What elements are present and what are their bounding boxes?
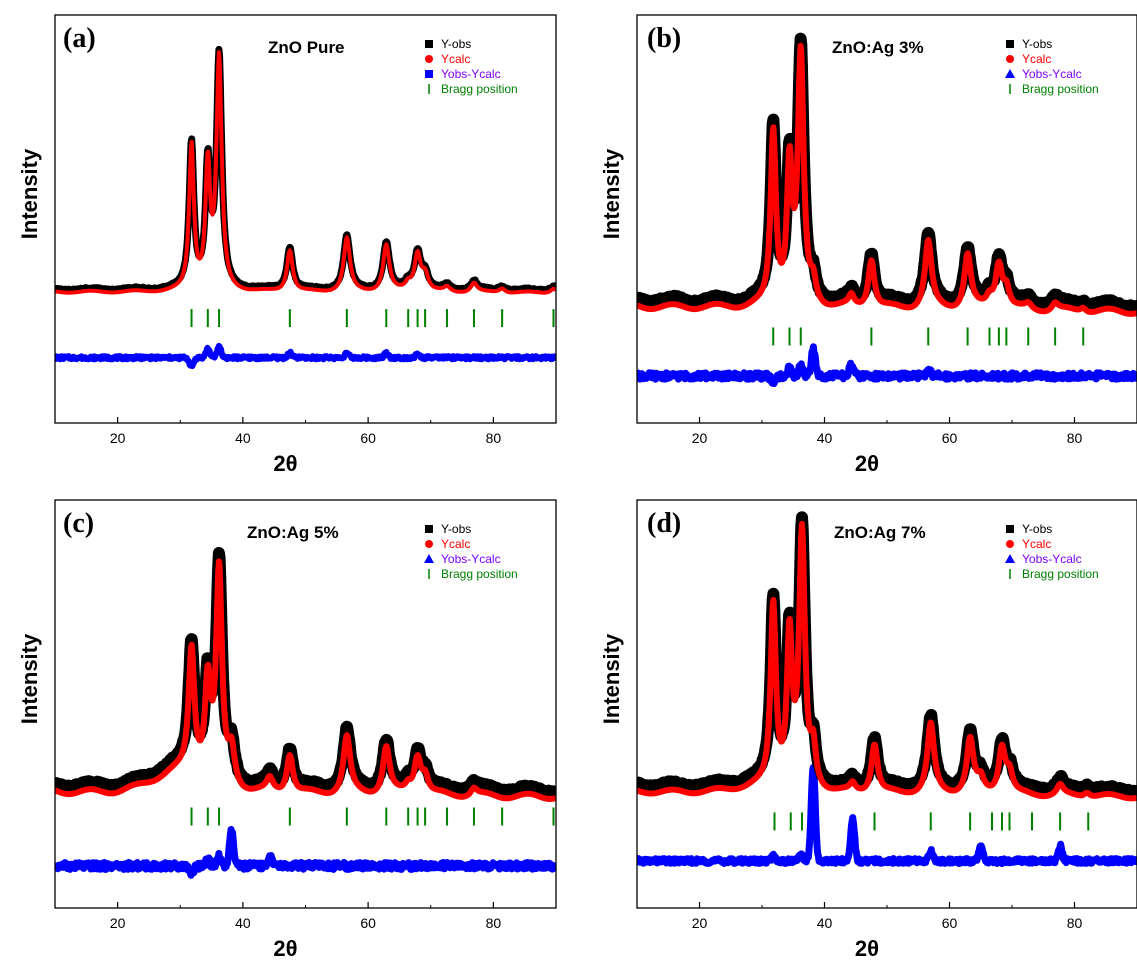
legend-marker-y-obs <box>425 40 433 48</box>
legend-marker-ycalc <box>425 55 433 63</box>
y-axis-label: Intensity <box>17 633 42 724</box>
legend-entry: Ycalc <box>1022 537 1051 551</box>
x-axis-label: 2θ <box>273 936 297 961</box>
panel-title: ZnO:Ag 3% <box>832 38 924 57</box>
panel-d: 20 40 60 80 2θ Intensity (d) ZnO:Ag 7% Y-obsYcal… <box>599 499 1137 961</box>
legend-entry: Bragg position <box>441 82 518 96</box>
x-tick-label: 80 <box>1067 915 1083 931</box>
panel-title: ZnO:Ag 7% <box>834 523 926 542</box>
x-tick-label: 60 <box>942 430 958 446</box>
x-tick-label: 40 <box>235 430 251 446</box>
panel-a: 20 40 60 80 2θ Intensity (a) ZnO Pure Y-obsYcalc… <box>17 14 557 476</box>
x-tick-label: 60 <box>360 915 376 931</box>
panel-c: 20 40 60 80 2θ Intensity (c) ZnO:Ag 5% Y-obsYcal… <box>17 499 557 961</box>
series-yobs-ycalc-line <box>55 826 556 879</box>
legend-entry: Bragg position <box>1022 567 1099 581</box>
legend-marker-yobs-ycalc <box>1005 554 1015 563</box>
x-tick-label: 40 <box>817 430 833 446</box>
y-axis-label: Intensity <box>599 148 624 239</box>
legend-marker-yobs-ycalc <box>425 70 433 78</box>
x-tick-label: 80 <box>486 915 502 931</box>
legend-entry: Y-obs <box>1022 522 1052 536</box>
panel-letter: (d) <box>647 508 681 539</box>
x-tick-label: 20 <box>110 915 126 931</box>
legend-entry: Ycalc <box>441 537 470 551</box>
x-tick-label: 40 <box>235 915 251 931</box>
x-tick-label: 40 <box>817 915 833 931</box>
panel-title: ZnO Pure <box>268 38 345 57</box>
plot-area <box>637 32 1137 387</box>
legend-entry: Y-obs <box>441 37 471 51</box>
series-y-obs-line <box>637 32 1137 315</box>
series-y-obs-line <box>637 511 1137 799</box>
panel-letter: (a) <box>63 23 96 54</box>
x-axis-label: 2θ <box>855 451 879 476</box>
plot-area <box>55 546 556 879</box>
legend-marker-yobs-ycalc <box>424 554 434 563</box>
x-tick-label: 80 <box>1067 430 1083 446</box>
legend-entry: Yobs-Ycalc <box>1022 67 1082 81</box>
legend-marker-y-obs <box>1006 40 1014 48</box>
x-axis-label: 2θ <box>855 936 879 961</box>
x-tick-label: 60 <box>360 430 376 446</box>
x-tick-label: 20 <box>110 430 126 446</box>
legend-marker-y-obs <box>425 525 433 533</box>
x-tick-label: 80 <box>486 430 502 446</box>
legend-entry: Ycalc <box>1022 52 1051 66</box>
x-tick-label: 60 <box>942 915 958 931</box>
series-ycalc-line <box>637 520 1137 802</box>
series-ycalc-line <box>55 558 556 802</box>
legend-entry: Bragg position <box>1022 82 1099 96</box>
legend-marker-ycalc <box>1006 55 1014 63</box>
panel-letter: (b) <box>647 23 681 54</box>
series-y-obs-line <box>55 546 556 800</box>
series-ycalc-line <box>637 42 1137 317</box>
legend-marker-ycalc <box>1006 540 1014 548</box>
legend-entry: Yobs-Ycalc <box>1022 552 1082 566</box>
y-axis-label: Intensity <box>599 633 624 724</box>
x-tick-label: 20 <box>692 430 708 446</box>
legend-entry: Ycalc <box>441 52 470 66</box>
x-tick-label: 20 <box>692 915 708 931</box>
legend-entry: Yobs-Ycalc <box>441 552 501 566</box>
plot-area <box>637 511 1137 867</box>
legend-entry: Yobs-Ycalc <box>441 67 501 81</box>
legend-entry: Y-obs <box>1022 37 1052 51</box>
series-yobs-ycalc-line <box>637 763 1137 867</box>
legend-marker-ycalc <box>425 540 433 548</box>
x-axis-label: 2θ <box>273 451 297 476</box>
panel-b: 20 40 60 80 2θ Intensity (b) ZnO:Ag 3% Y-obsYcal… <box>599 14 1137 476</box>
panel-letter: (c) <box>63 508 94 539</box>
series-yobs-ycalc-line <box>55 342 556 370</box>
series-yobs-ycalc-line <box>637 343 1137 387</box>
legend-marker-yobs-ycalc <box>1005 69 1015 78</box>
panel-title: ZnO:Ag 5% <box>247 523 339 542</box>
legend-marker-y-obs <box>1006 525 1014 533</box>
y-axis-label: Intensity <box>17 148 42 239</box>
plot-area <box>55 45 556 370</box>
legend-entry: Bragg position <box>441 567 518 581</box>
series-ycalc-line <box>55 50 556 295</box>
legend-entry: Y-obs <box>441 522 471 536</box>
